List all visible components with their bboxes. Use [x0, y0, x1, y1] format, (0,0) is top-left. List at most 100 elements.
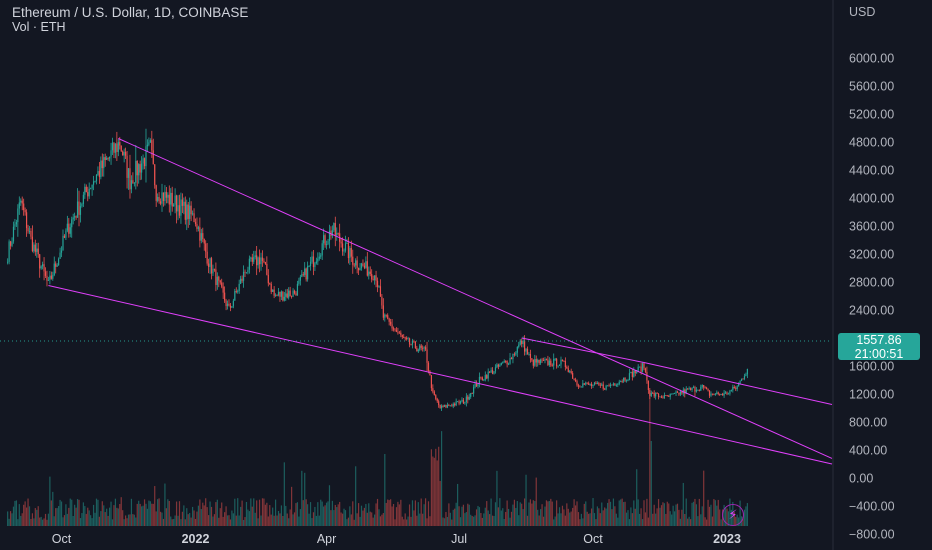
volume-bar [408, 504, 411, 526]
candle [200, 228, 202, 244]
volume-bar [355, 466, 357, 526]
volume-bar [327, 501, 329, 526]
lightning-icon[interactable]: ⚡ [722, 504, 744, 526]
candle [261, 250, 264, 267]
volume-bar [684, 513, 686, 526]
volume-bar [63, 515, 66, 526]
candle [484, 371, 486, 382]
candle [132, 172, 134, 184]
trendline[interactable] [118, 138, 833, 459]
volume-bar [714, 500, 716, 526]
trendline[interactable] [643, 362, 833, 405]
candle [241, 275, 243, 283]
candle [611, 384, 613, 386]
candle [432, 384, 434, 394]
volume-bar [502, 508, 504, 526]
volume-bar [387, 499, 389, 526]
volume-bar [486, 501, 488, 526]
volume-bar [404, 513, 406, 526]
candle [23, 198, 25, 216]
volume-bar [473, 516, 475, 526]
volume-bar [334, 504, 336, 526]
volume-bar [244, 517, 246, 526]
volume-bar [703, 470, 705, 526]
candle [266, 256, 268, 276]
volume-bar [660, 505, 663, 526]
volume-bar [467, 503, 469, 526]
candle [544, 357, 546, 364]
volume-bar [343, 508, 345, 526]
trendline[interactable] [521, 337, 645, 363]
volume-bar [232, 513, 234, 526]
candle [247, 266, 249, 275]
volume-bar [592, 498, 594, 526]
volume-bar [7, 511, 9, 526]
volume-bar [541, 504, 543, 526]
volume-bar [234, 498, 236, 526]
trendline[interactable] [48, 285, 833, 465]
volume-bar [251, 506, 253, 526]
volume-bar [258, 499, 261, 526]
volume-bar [229, 519, 232, 526]
candle [76, 188, 79, 218]
y-tick-label: −800.00 [849, 528, 895, 542]
candle [114, 143, 117, 159]
volume-bar [155, 511, 157, 526]
volume-bar [478, 507, 481, 526]
candle [723, 389, 725, 398]
volume-bar [167, 499, 169, 526]
volume-bar [218, 517, 220, 526]
candle [363, 262, 366, 270]
y-tick-label: 2400.00 [849, 304, 894, 318]
volume-bar [442, 517, 444, 526]
volume-bar [18, 504, 20, 526]
time-axis[interactable]: Oct 2022 Apr Jul Oct 2023 [52, 532, 741, 546]
volume-bar [283, 462, 285, 526]
volume-bar [37, 506, 39, 526]
volume-bar [309, 502, 312, 526]
volume-bar [563, 509, 565, 526]
volume-bar [657, 499, 660, 526]
volume-bar [372, 517, 374, 526]
symbol-legend-title[interactable]: Ethereum / U.S. Dollar, 1D, COINBASE [12, 5, 249, 20]
volume-bar [62, 517, 64, 526]
volume-bar [130, 498, 133, 526]
candle [20, 198, 22, 206]
volume-bar [522, 509, 524, 526]
candle [423, 346, 425, 352]
candle [317, 252, 319, 266]
volume-bar [108, 507, 111, 526]
candle [337, 232, 339, 236]
price-axis[interactable]: USD 6000.00 5600.00 5200.00 4800.00 4400.00 40… [849, 5, 895, 542]
volume-bar [365, 503, 367, 526]
volume-bar [256, 500, 258, 526]
candle [133, 182, 135, 187]
volume-bar [698, 498, 700, 526]
volume-bar [69, 498, 71, 526]
volume-bar [352, 501, 354, 526]
candle [493, 371, 495, 375]
candle [592, 384, 594, 388]
volume-bar [337, 504, 339, 526]
y-tick-label: 4800.00 [849, 136, 894, 150]
candle [605, 384, 607, 391]
volume-bar [301, 470, 303, 526]
volume-bar [318, 515, 320, 526]
candle [264, 261, 266, 265]
candle [100, 156, 102, 180]
y-tick-label: 4400.00 [849, 164, 894, 178]
volume-bar [503, 518, 505, 526]
volume-bar [432, 456, 434, 526]
candle [263, 258, 265, 264]
volume-bar [574, 505, 577, 526]
volume-legend[interactable]: Vol · ETH [12, 20, 66, 34]
volume-bar [323, 506, 325, 526]
candle [534, 354, 536, 367]
candle [378, 285, 380, 288]
volume-bar [307, 504, 309, 526]
candle [191, 210, 194, 216]
x-tick-label: Oct [583, 532, 603, 546]
volume-bar [375, 503, 377, 526]
volume-bar [43, 518, 45, 526]
